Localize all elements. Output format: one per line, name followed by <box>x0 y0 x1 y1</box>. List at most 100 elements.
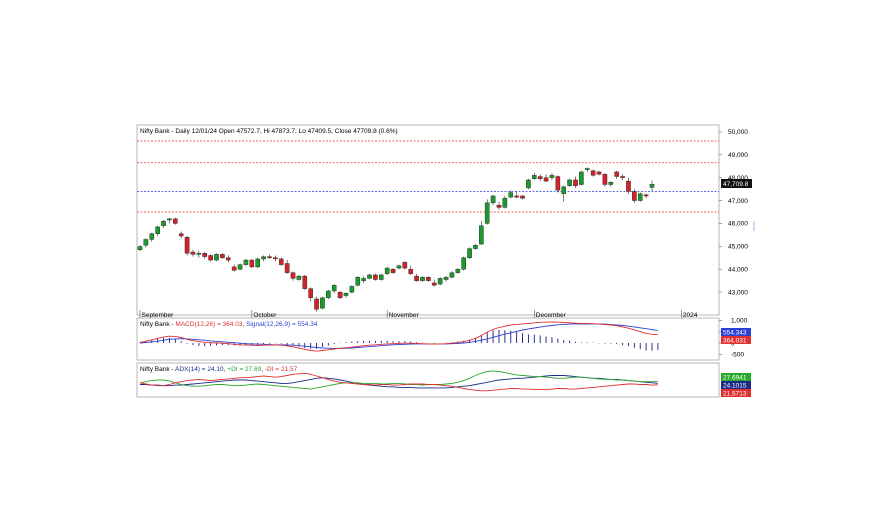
candle-body-67 <box>531 175 537 179</box>
macd-tick-label-0: 1,000 <box>731 318 748 325</box>
adx-badges: 27.6941 24.1015 21.5713 <box>721 373 751 398</box>
candle-body-45 <box>402 262 408 269</box>
adx-badge: 24.1015 <box>723 383 747 390</box>
last-price-label: 47,709.8 <box>723 181 749 188</box>
candle-body-73 <box>567 179 572 186</box>
candle-body-9 <box>190 251 196 255</box>
candle-body-1 <box>143 239 149 246</box>
candle-body-44 <box>396 265 402 269</box>
price-tick-label-7: 43,000 <box>728 289 748 296</box>
candle-body-78 <box>596 171 602 175</box>
macd-badge: 364.031 <box>723 338 747 345</box>
candle-body-83 <box>626 180 631 192</box>
signal-line <box>139 323 658 349</box>
candle-body-29 <box>308 288 313 299</box>
candle-body-19 <box>249 259 255 268</box>
adx-legend-minus-di: -DI = 21.57 <box>265 366 298 373</box>
price-candles <box>137 167 655 312</box>
candle-body-40 <box>373 274 378 280</box>
macd-legend-sep: , <box>242 321 246 328</box>
candle-body-6 <box>173 218 178 224</box>
candle-body-81 <box>614 171 619 177</box>
price-tick-label-2: 48,000 <box>728 175 748 182</box>
price-tick-label-3: 47,000 <box>728 198 748 205</box>
candle-body-72 <box>561 186 567 194</box>
candle-body-28 <box>302 275 308 289</box>
candle-body-20 <box>255 258 261 268</box>
macd-legend-signal: Signal(12,26,9) = 554.34 <box>246 321 318 328</box>
candle-body-15 <box>225 257 231 261</box>
candle-body-80 <box>608 182 614 185</box>
plus-di-line <box>139 370 658 390</box>
candle-body-11 <box>202 252 208 257</box>
candle-body-48 <box>420 277 425 281</box>
month-label-4: 2024 <box>683 312 698 319</box>
candle-body-21 <box>261 256 266 260</box>
candle-body-30 <box>314 298 319 310</box>
candle-body-76 <box>584 168 590 170</box>
candle-body-87 <box>649 184 655 188</box>
candle-body-55 <box>461 257 466 270</box>
candle-body-47 <box>414 275 419 281</box>
candle-body-43 <box>390 269 396 273</box>
macd-line <box>139 321 658 352</box>
plus-di-badge: 27.6941 <box>723 375 747 382</box>
candle-body-17 <box>237 264 243 270</box>
candle-body-50 <box>431 282 437 286</box>
candle-body-4 <box>161 220 166 226</box>
candle-body-39 <box>367 274 372 279</box>
candle-body-14 <box>220 254 225 258</box>
minus-di-line <box>139 372 658 392</box>
price-panel: Nifty Bank - Daily 12/01/24 Open 47572.7… <box>136 124 752 319</box>
adx-lines <box>139 370 658 392</box>
month-label-1: October <box>253 312 277 319</box>
candle-body-34 <box>337 291 343 299</box>
candle-body-37 <box>355 277 361 286</box>
candle-body-75 <box>579 171 584 185</box>
candle-body-77 <box>590 170 596 176</box>
candle-body-25 <box>284 263 290 273</box>
price-tick-label-5: 45,000 <box>728 244 748 251</box>
price-y-axis: 50,000 49,000 48,000 47,000 46,000 45,000 44,0… <box>719 129 748 296</box>
candle-body-57 <box>473 244 478 249</box>
adx-legend-plus-di: +DI = 27.69 <box>227 366 261 373</box>
candle-body-18 <box>243 259 249 265</box>
price-tick-label-1: 49,000 <box>728 152 748 159</box>
candle-body-12 <box>208 255 213 261</box>
price-tick-label-4: 46,000 <box>728 221 748 228</box>
candle-body-70 <box>549 175 555 178</box>
price-levels <box>137 140 719 213</box>
candle-body-86 <box>643 194 649 197</box>
month-label-0: September <box>142 312 175 319</box>
candle-body-33 <box>331 285 337 292</box>
macd-legend-macd: MACD(12,26) = 364.03 <box>175 321 242 328</box>
candle-body-79 <box>602 174 608 185</box>
candle-body-66 <box>526 179 531 189</box>
candle-body-42 <box>384 267 390 274</box>
adx-legend: Nifty Bank - ADX(14) = 24.10, +DI = 27.6… <box>140 366 298 373</box>
candle-body-46 <box>408 269 414 274</box>
candle-body-10 <box>196 252 202 255</box>
candle-body-26 <box>290 272 296 279</box>
price-panel-frame <box>136 124 720 316</box>
price-title: Nifty Bank - Daily 12/01/24 Open 47572.7… <box>140 128 398 135</box>
macd-tick-label-3: -500 <box>731 352 744 359</box>
candle-body-68 <box>537 176 543 179</box>
candle-body-58 <box>479 225 484 245</box>
macd-lines <box>139 321 658 352</box>
candle-body-32 <box>326 290 331 299</box>
adx-legend-prefix: Nifty Bank - <box>140 366 175 373</box>
candle-body-8 <box>184 236 190 254</box>
candle-body-85 <box>637 193 643 201</box>
candle-body-38 <box>361 278 366 281</box>
candle-body-69 <box>543 177 549 182</box>
candle-body-16 <box>231 266 237 271</box>
candle-body-52 <box>443 277 449 280</box>
candle-body-84 <box>632 191 637 201</box>
adx-line <box>140 375 658 389</box>
adx-legend-sep2: , <box>261 366 265 373</box>
candle-body-63 <box>508 192 514 198</box>
candle-body-74 <box>573 179 578 186</box>
candle-body-23 <box>273 257 278 260</box>
candle-body-82 <box>620 176 625 178</box>
